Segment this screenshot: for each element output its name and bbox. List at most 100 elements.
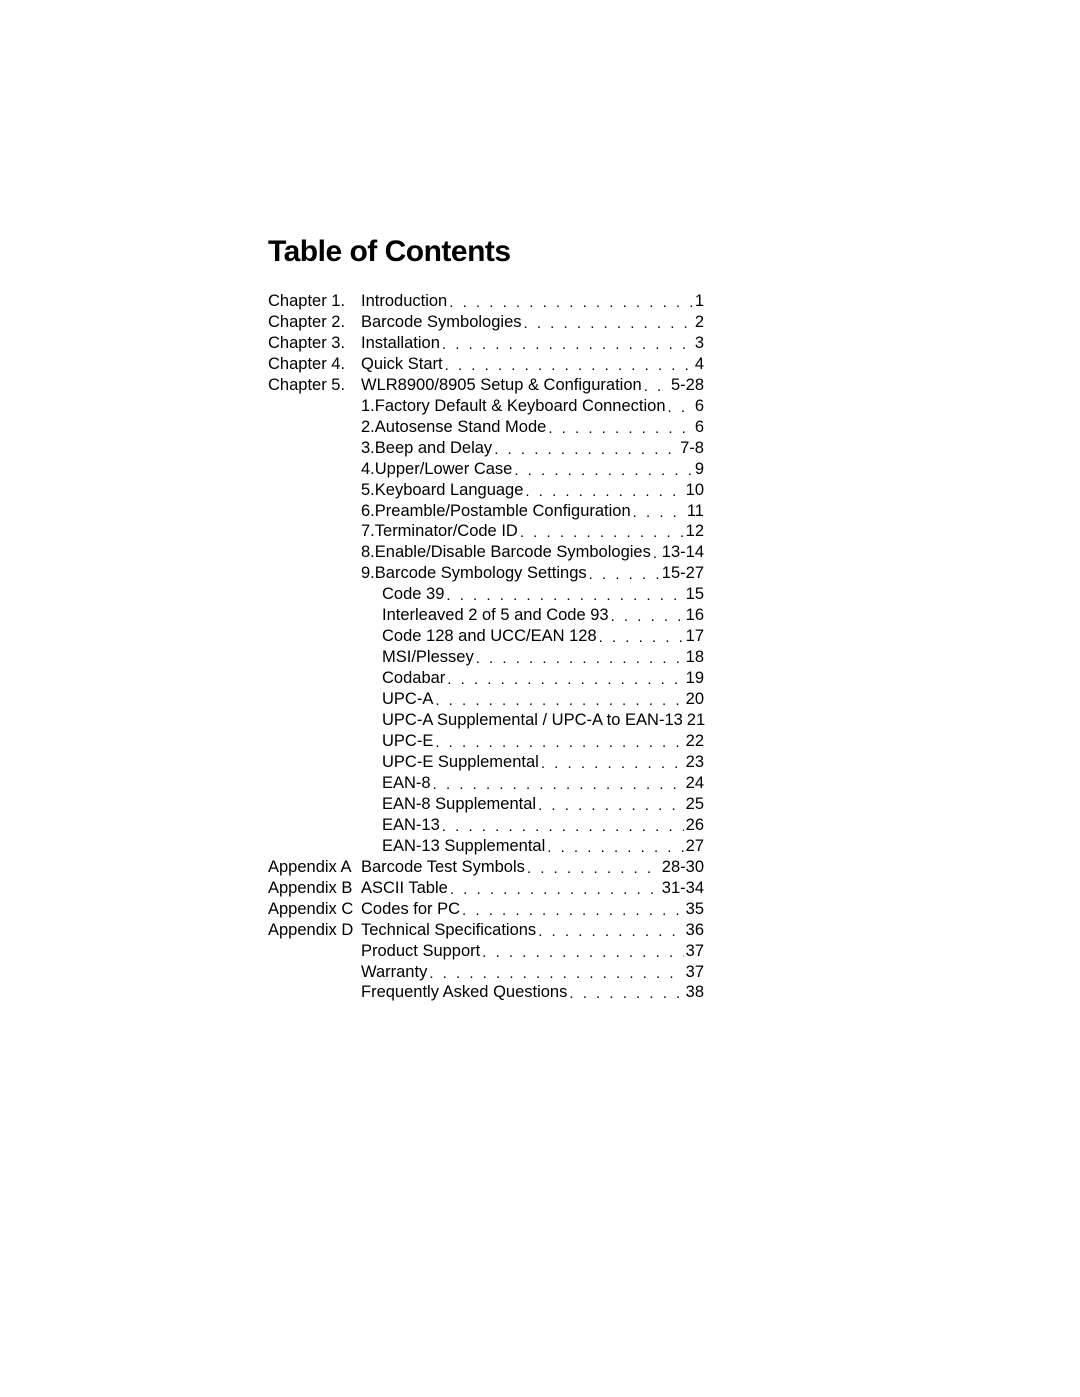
toc-entry: 6. Preamble/Postamble Configuration11	[361, 501, 704, 522]
toc-leader-dots	[482, 943, 683, 962]
toc-entry-title: EAN-8	[382, 773, 431, 794]
toc-chapter-label: Appendix D	[268, 920, 361, 941]
toc-leader-dots	[514, 461, 692, 480]
toc-leader-dots	[525, 482, 683, 501]
toc-page-number: 26	[686, 815, 704, 836]
toc-leader-dots	[527, 859, 660, 878]
toc-row: UPC-E22	[268, 731, 1080, 752]
toc-entry-title: Interleaved 2 of 5 and Code 93	[382, 605, 609, 626]
toc-row: UPC-A20	[268, 689, 1080, 710]
toc-leader-dots	[450, 880, 660, 899]
toc-entry-title: UPC-E	[382, 731, 433, 752]
toc-entry-title: Upper/Lower Case	[375, 459, 513, 480]
toc-entry-number: 9.	[361, 563, 375, 584]
toc-chapter-label: Chapter 2.	[268, 312, 361, 333]
toc-chapter-label: Appendix A	[268, 857, 361, 878]
toc-entry: Codes for PC35	[361, 899, 704, 920]
toc-entry: Barcode Symbologies2	[361, 312, 704, 333]
toc-leader-dots	[599, 628, 684, 647]
toc-entry-number: 1.	[361, 396, 375, 417]
toc-row: Appendix DTechnical Specifications36	[268, 920, 1080, 941]
toc-entry: Barcode Test Symbols28-30	[361, 857, 704, 878]
toc-row: 7. Terminator/Code ID12	[268, 521, 1080, 542]
toc-entry-number: 6.	[361, 501, 375, 522]
toc-page-number: 1	[695, 291, 704, 312]
toc-leader-dots	[442, 817, 684, 836]
toc-entry-title: Autosense Stand Mode	[375, 417, 547, 438]
toc-page-number: 16	[686, 605, 704, 626]
toc-entry-title: EAN-13 Supplemental	[382, 836, 545, 857]
toc-page-number: 38	[686, 982, 704, 1003]
toc-leader-dots	[442, 335, 693, 354]
toc-entry-title: Product Support	[361, 941, 480, 962]
toc-entry: Frequently Asked Questions38	[361, 982, 704, 1003]
toc-row: Codabar19	[268, 668, 1080, 689]
toc-row: MSI/Plessey18	[268, 647, 1080, 668]
toc-page-number: 24	[686, 773, 704, 794]
toc-page-number: 6	[695, 396, 704, 417]
toc-leader-dots	[445, 356, 693, 375]
toc-entry: EAN-8 24	[382, 773, 704, 794]
toc-row: EAN-8 24	[268, 773, 1080, 794]
toc-leader-dots	[447, 670, 683, 689]
toc-entry-title: Code 128 and UCC/EAN 128	[382, 626, 597, 647]
toc-entry-number: 3.	[361, 438, 375, 459]
toc-entry-title: Installation	[361, 333, 440, 354]
toc-entry-title: Codes for PC	[361, 899, 460, 920]
toc-row: 2. Autosense Stand Mode6	[268, 417, 1080, 438]
toc-entry-number: 8.	[361, 542, 375, 563]
toc-page-number: 27	[686, 836, 704, 857]
toc-leader-dots	[520, 523, 684, 542]
toc-entry: Technical Specifications36	[361, 920, 704, 941]
toc-leader-dots	[435, 691, 683, 710]
toc-leader-dots	[524, 314, 693, 333]
toc-row: Chapter 3.Installation3	[268, 333, 1080, 354]
toc-entry: EAN-13 26	[382, 815, 704, 836]
toc-entry: Introduction1	[361, 291, 704, 312]
toc-leader-dots	[548, 419, 693, 438]
toc-row: Appendix CCodes for PC35	[268, 899, 1080, 920]
toc-leader-dots	[476, 649, 684, 668]
toc-page-number: 20	[686, 689, 704, 710]
toc-entry-title: Technical Specifications	[361, 920, 536, 941]
toc-page-number: 9	[695, 459, 704, 480]
toc-row: UPC-A Supplemental / UPC-A to EAN-1321	[268, 710, 1080, 731]
toc-entry-number: 4.	[361, 459, 375, 480]
toc-entry-title: Quick Start	[361, 354, 443, 375]
toc-page-number: 10	[686, 480, 704, 501]
toc-entry-number: 5.	[361, 480, 375, 501]
toc-entry: Codabar19	[382, 668, 704, 689]
toc-entry: MSI/Plessey18	[382, 647, 704, 668]
toc-entry: UPC-E22	[382, 731, 704, 752]
toc-page-number: 18	[686, 647, 704, 668]
toc-entry-number: 2.	[361, 417, 375, 438]
toc-entry-title: WLR8900/8905 Setup & Configuration	[361, 375, 642, 396]
toc-page-number: 19	[686, 668, 704, 689]
toc-page-number: 5-28	[671, 375, 704, 396]
toc-entry-title: EAN-13	[382, 815, 440, 836]
toc-row: EAN-8 Supplemental25	[268, 794, 1080, 815]
toc-entry-title: Terminator/Code ID	[375, 521, 518, 542]
toc-row: 4. Upper/Lower Case 9	[268, 459, 1080, 480]
toc-entry: ASCII Table31-34	[361, 878, 704, 899]
toc-page-number: 15-27	[662, 563, 704, 584]
toc-page-number: 37	[686, 941, 704, 962]
toc-entry-title: EAN-8 Supplemental	[382, 794, 536, 815]
toc-leader-dots	[633, 503, 685, 522]
toc-entry-title: Factory Default & Keyboard Connection	[375, 396, 666, 417]
toc-chapter-label: Appendix C	[268, 899, 361, 920]
toc-chapter-label: Chapter 3.	[268, 333, 361, 354]
toc-entry-title: UPC-A Supplemental / UPC-A to EAN-13	[382, 710, 683, 731]
toc-row: Chapter 1.Introduction1	[268, 291, 1080, 312]
toc-entry: Installation3	[361, 333, 704, 354]
toc-entry: 7. Terminator/Code ID12	[361, 521, 704, 542]
toc-row: 3. Beep and Delay7-8	[268, 438, 1080, 459]
toc-chapter-label: Chapter 5.	[268, 375, 361, 396]
toc-row: 8. Enable/Disable Barcode Symbologies13-…	[268, 542, 1080, 563]
toc-entry: Code 128 and UCC/EAN 128 17	[382, 626, 704, 647]
toc-page-number: 4	[695, 354, 704, 375]
table-of-contents: Chapter 1.Introduction1Chapter 2.Barcode…	[268, 291, 1080, 1003]
toc-page-number: 17	[686, 626, 704, 647]
toc-entry: 9. Barcode Symbology Settings15-27	[361, 563, 704, 584]
toc-leader-dots	[494, 440, 678, 459]
